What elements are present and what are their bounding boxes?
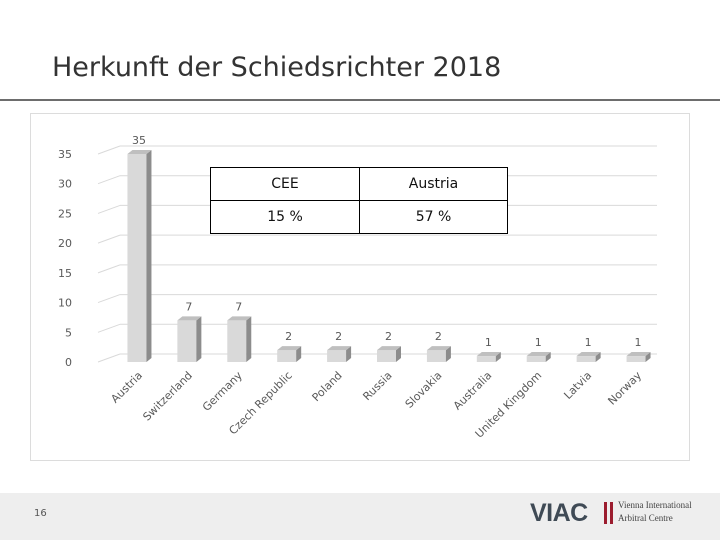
category-label: Poland xyxy=(310,369,345,404)
category-label: Australia xyxy=(451,369,495,413)
data-label: 1 xyxy=(485,336,492,349)
bar-top xyxy=(127,150,152,154)
logo-bar-right xyxy=(610,502,613,524)
gridline-depth xyxy=(97,353,121,363)
y-tick-label: 0 xyxy=(65,356,72,369)
bar-side xyxy=(146,150,152,362)
y-tick-label: 20 xyxy=(58,237,72,250)
gridline-depth xyxy=(97,294,121,304)
category-label: Switzerland xyxy=(140,369,195,424)
y-tick-label: 5 xyxy=(65,326,72,339)
bar-top xyxy=(327,346,352,351)
bar-side xyxy=(396,346,401,362)
category-label: Slovakia xyxy=(403,369,445,411)
logo-text-line1: Vienna International xyxy=(618,500,692,510)
bar-top xyxy=(177,316,202,321)
bar xyxy=(327,350,347,362)
bar-side xyxy=(346,346,352,362)
y-tick-label: 30 xyxy=(58,178,72,191)
gridline-depth xyxy=(97,145,121,155)
category-label: Russia xyxy=(360,369,394,403)
bar-top xyxy=(626,352,651,357)
bar xyxy=(177,320,197,362)
bar-top xyxy=(526,352,551,357)
bar xyxy=(476,356,496,362)
bar-side xyxy=(495,352,501,362)
data-label: 35 xyxy=(132,134,146,147)
data-label: 2 xyxy=(285,330,292,343)
data-label: 2 xyxy=(385,330,392,343)
category-label: Latvia xyxy=(561,369,594,402)
data-label: 1 xyxy=(635,336,642,349)
bar-side xyxy=(645,352,651,362)
logo-bar-left xyxy=(604,502,607,524)
bar xyxy=(576,356,596,362)
bar xyxy=(277,350,297,362)
bar-top xyxy=(277,346,302,351)
bar-side xyxy=(246,316,252,362)
data-label: 7 xyxy=(185,300,192,313)
gridline-depth xyxy=(97,323,121,333)
data-label: 2 xyxy=(335,330,342,343)
bar-top xyxy=(227,316,252,321)
y-tick-label: 25 xyxy=(58,207,72,220)
bar-side xyxy=(296,346,302,362)
gridline-depth xyxy=(97,264,121,274)
bar-chart: 0 5 10 15 20 25 30 35 35 Austria 7 Switzerland 7 Germ… xyxy=(58,134,657,441)
summary-header-austria: Austria xyxy=(359,167,508,201)
gridline-depth xyxy=(97,234,121,244)
logo-mark: VIAC xyxy=(530,499,588,527)
category-label: Austria xyxy=(108,369,145,406)
bar-side xyxy=(545,352,551,362)
bar xyxy=(626,356,646,362)
logo-text-line2: Arbitral Centre xyxy=(618,513,673,523)
summary-header-cee: CEE xyxy=(210,167,360,201)
summary-table: CEE Austria 15 % 57 % xyxy=(210,167,508,234)
summary-value-cee: 15 % xyxy=(210,200,360,234)
bar-side xyxy=(445,346,451,362)
bar xyxy=(426,350,446,362)
category-label: Norway xyxy=(605,369,644,408)
viac-logo: VIAC Vienna International Arbitral Centr… xyxy=(530,499,710,529)
bar xyxy=(227,320,247,362)
summary-value-austria: 57 % xyxy=(359,200,508,234)
data-label: 2 xyxy=(435,330,442,343)
bar-top xyxy=(576,352,601,357)
slide-title: Herkunft der Schiedsrichter 2018 xyxy=(52,52,502,83)
bar-side xyxy=(196,316,202,362)
data-label: 1 xyxy=(535,336,542,349)
bar xyxy=(526,356,546,362)
gridline-depth xyxy=(97,175,121,185)
data-label: 1 xyxy=(585,336,592,349)
y-tick-label: 35 xyxy=(58,148,72,161)
y-tick-label: 10 xyxy=(58,297,72,310)
bar-top xyxy=(377,346,401,351)
y-tick-label: 15 xyxy=(58,267,72,280)
gridline-depth xyxy=(97,204,121,214)
bar-top xyxy=(476,352,501,357)
category-label: Germany xyxy=(200,369,245,414)
bar xyxy=(127,154,147,362)
summary-value-row: 15 % 57 % xyxy=(210,200,508,234)
bar-side xyxy=(595,352,601,362)
footer-band xyxy=(0,493,720,540)
data-label: 7 xyxy=(235,300,242,313)
title-divider xyxy=(0,99,720,101)
summary-header-row: CEE Austria xyxy=(210,167,508,201)
page-number: 16 xyxy=(34,508,47,519)
bar-top xyxy=(426,346,451,351)
chart-frame: 0 5 10 15 20 25 30 35 35 Austria 7 Switzerland 7 Germ… xyxy=(30,113,690,461)
bar xyxy=(377,350,396,362)
